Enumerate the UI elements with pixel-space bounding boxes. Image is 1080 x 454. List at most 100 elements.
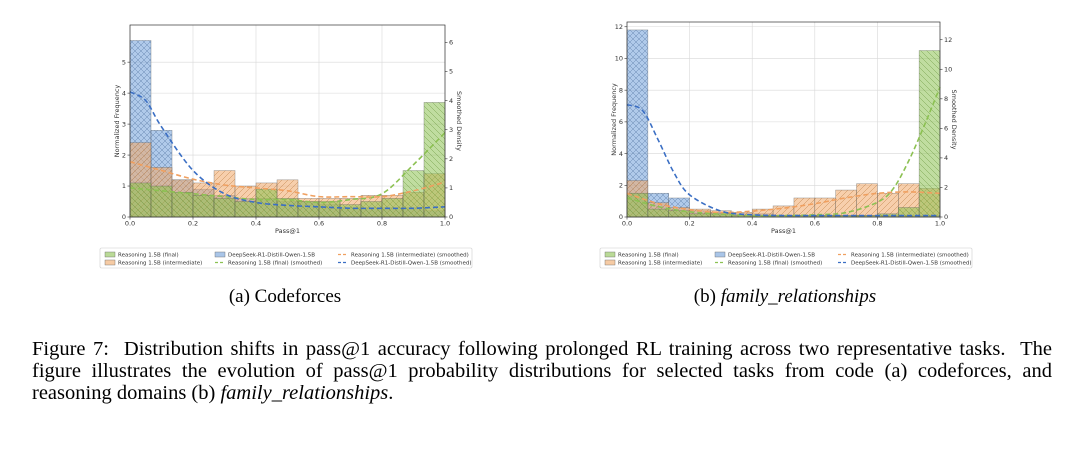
legend-swatch xyxy=(104,259,116,266)
plot-frame xyxy=(626,21,941,218)
bar-hatch xyxy=(856,215,878,217)
legend-swatch xyxy=(104,251,116,258)
plot-frame xyxy=(129,24,446,218)
y-tick-label: 4 xyxy=(619,150,623,158)
x-tick-label: 0.4 xyxy=(747,220,757,228)
y-right-tick-label: 10 xyxy=(944,65,952,73)
x-tick-label: 0.8 xyxy=(872,220,882,228)
x-tick-label: 0.8 xyxy=(377,220,387,228)
caption-end: . xyxy=(388,382,394,404)
y-tick-label: 0 xyxy=(122,213,126,221)
y-tick-label: 0 xyxy=(619,213,623,221)
bar-hatch xyxy=(319,201,341,217)
y-tick-label: 6 xyxy=(619,118,623,126)
subcaption: (a) Codeforces xyxy=(229,286,341,307)
bar-hatch xyxy=(689,213,711,217)
y-right-tick-label: 4 xyxy=(944,154,948,162)
legend: Reasoning 1.5B (final) Reasoning 1.5B (in… xyxy=(99,247,473,269)
x-tick-label: 0.4 xyxy=(251,220,261,228)
bar-hatch xyxy=(151,186,173,217)
bar-hatch xyxy=(752,209,774,217)
caption-italic: family_relationships xyxy=(220,382,389,404)
bar-hatch xyxy=(814,215,836,217)
legend-label: Reasoning 1.5B (final) xyxy=(118,253,179,259)
legend-label: Reasoning 1.5B (intermediate) xyxy=(618,261,702,267)
figure-caption: Figure 7: Distribution shifts in pass@1 … xyxy=(32,338,1052,404)
bar-hatch xyxy=(256,189,278,217)
x-tick-label: 0.2 xyxy=(188,220,198,228)
bar-hatch xyxy=(297,201,319,217)
x-axis-label: Pass@1 xyxy=(275,227,300,235)
y-right-tick-label: 1 xyxy=(449,184,453,192)
bar-series-final xyxy=(626,50,941,218)
bar-hatch xyxy=(773,205,794,217)
figure: 0.0 0.2 0.4 0.6 0.8 1.00123450123456Pass@1Nor… xyxy=(99,21,973,307)
x-tick-label: 0.6 xyxy=(314,220,324,228)
bar-hatch xyxy=(234,201,256,217)
x-axis-label: Pass@1 xyxy=(771,227,796,235)
y-tick-label: 4 xyxy=(122,89,126,97)
bar-hatch xyxy=(193,195,215,217)
x-tick-label: 0.2 xyxy=(684,220,694,228)
legend-swatch xyxy=(604,259,616,266)
bar-series-final xyxy=(129,102,446,218)
bar-hatch xyxy=(627,29,648,217)
legend-label: Reasoning 1.5B (intermediate) (smoothed) xyxy=(351,253,469,259)
legend-label: Reasoning 1.5B (intermediate) xyxy=(118,261,202,267)
caption-text: Distribution shifts in pass@1 accuracy f… xyxy=(32,338,1058,404)
bar-hatch xyxy=(710,213,732,217)
legend-label: DeepSeek-R1-Distill-Qwen-1.5B (smoothed) xyxy=(851,261,972,267)
x-tick-label: 0.6 xyxy=(810,220,820,228)
plot-area xyxy=(627,22,940,217)
bar-hatch xyxy=(793,197,815,217)
legend-swatch xyxy=(604,251,616,258)
bar-hatch xyxy=(877,193,899,217)
y-tick-label: 1 xyxy=(122,182,126,190)
bar-hatch xyxy=(668,210,690,217)
smoothed-line-final xyxy=(626,86,941,217)
bar-hatch xyxy=(360,201,382,217)
y-tick-label: 12 xyxy=(615,23,623,31)
y-right-tick-label: 0 xyxy=(944,213,948,221)
bar-hatch xyxy=(214,198,236,217)
legend-swatch xyxy=(714,251,726,258)
legend-label: DeepSeek-R1-Distill-Qwen-1.5B xyxy=(728,253,815,259)
bar-hatch xyxy=(898,207,920,217)
legend: Reasoning 1.5B (final) Reasoning 1.5B (in… xyxy=(599,247,973,269)
x-tick-label: 1.0 xyxy=(935,220,945,228)
subcaption-prefix: (b) xyxy=(694,286,721,307)
y-right-tick-label: 3 xyxy=(449,126,453,134)
subcaption-name: family_relationships xyxy=(721,286,877,307)
y-right-axis-label: Smoothed Density xyxy=(950,90,958,150)
y-right-axis-label: Smoothed Density xyxy=(455,91,463,151)
y-right-tick-label: 4 xyxy=(449,97,453,105)
chart-panel-codeforces: 0.0 0.2 0.4 0.6 0.8 1.00123450123456Pass@1Nor… xyxy=(99,24,473,307)
y-right-tick-label: 2 xyxy=(944,184,948,192)
chart-panel-family-relationships: 0.0 0.2 0.4 0.6 0.8 1.0024681012024681012Pass… xyxy=(599,21,973,307)
legend-label: Reasoning 1.5B (final) xyxy=(618,253,679,259)
y-right-tick-label: 0 xyxy=(449,213,453,221)
y-right-tick-label: 5 xyxy=(449,68,453,76)
y-right-tick-label: 6 xyxy=(944,125,948,133)
y-right-tick-label: 8 xyxy=(944,95,948,103)
bar-hatch xyxy=(130,182,152,217)
y-tick-label: 2 xyxy=(122,151,126,159)
legend-label: Reasoning 1.5B (final) (smoothed) xyxy=(228,261,322,267)
y-right-tick-label: 2 xyxy=(449,155,453,163)
smoothed-line-distill xyxy=(626,103,940,217)
bar-hatch xyxy=(171,192,193,217)
y-axis-label: Normalized Frequency xyxy=(113,85,121,158)
legend-label: DeepSeek-R1-Distill-Qwen-1.5B (smoothed) xyxy=(351,261,472,267)
bar-hatch xyxy=(382,198,404,217)
y-right-tick-label: 12 xyxy=(944,36,952,44)
legend-box xyxy=(99,247,473,269)
smoothed-line-final xyxy=(129,132,446,204)
y-tick-label: 8 xyxy=(619,86,623,94)
y-right-tick-label: 6 xyxy=(449,39,453,47)
bar-hatch xyxy=(731,215,753,217)
bar-hatch xyxy=(403,170,425,217)
bar-hatch xyxy=(423,102,445,217)
legend-swatch xyxy=(214,251,226,258)
x-tick-label: 0.0 xyxy=(622,220,632,228)
y-tick-label: 2 xyxy=(619,181,623,189)
